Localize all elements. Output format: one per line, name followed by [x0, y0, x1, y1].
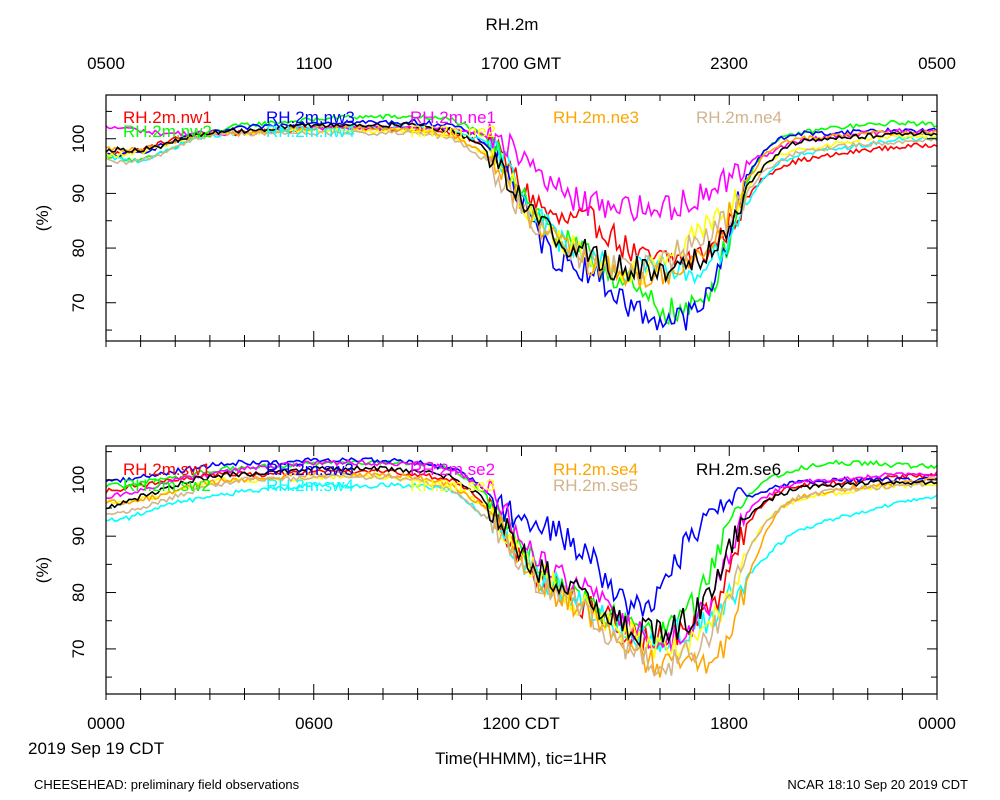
y-tick-label: 90: [69, 184, 88, 203]
bottom-axis-tick-label: 0600: [295, 714, 333, 733]
panel-bottom-series: [106, 457, 937, 678]
footer-left: CHEESEHEAD: preliminary field observatio…: [34, 777, 300, 792]
panel-top-ticks: 70 80 90 100: [69, 95, 938, 347]
top-axis-tick-label: 1700 GMT: [481, 54, 561, 73]
footer-right: NCAR 18:10 Sep 20 2019 CDT: [787, 777, 968, 792]
panel-top-frame: [105, 94, 938, 342]
y-tick-label: 100: [69, 125, 88, 153]
legend-entry-rh-2m-ne1: RH.2m.ne1: [410, 108, 496, 127]
y-tick-label: 100: [69, 466, 88, 494]
top-axis-tick-label: 1100: [296, 54, 333, 73]
bottom-axis-tick-label: 1800: [710, 714, 748, 733]
panel-bottom-ticks: 70 80 90 100: [69, 446, 938, 700]
bottom-axis-labels: 0000 0600 1200 CDT 1800 0000: [87, 714, 956, 733]
panel-bottom-ylabel: (%): [33, 557, 52, 583]
y-tick-label: 70: [69, 293, 88, 312]
legend-entry-rh-2m-sw1: RH.2m.sw1: [123, 460, 211, 479]
legend-entry-rh-2m-sw3: RH.2m.sw3: [266, 460, 354, 479]
legend-entry-rh-2m-sw4: RH.2m.sw4: [266, 476, 354, 495]
legend-entry-rh-2m-se4: RH.2m.se4: [553, 460, 638, 479]
series-line-rh-2m-se2: [106, 459, 937, 653]
panel-bottom-frame: [105, 445, 938, 695]
legend-entry-rh-2m-se5: RH.2m.se5: [553, 476, 638, 495]
y-tick-label: 90: [69, 527, 88, 546]
series-line-rh-2m-se5: [106, 473, 937, 678]
top-axis-tick-label: 0500: [918, 54, 956, 73]
series-line-rh-2m-sw2: [106, 459, 937, 650]
series-line-rh-2m-se4: [106, 470, 937, 678]
legend-entry-rh-2m-nw3: RH.2m.nw3: [266, 108, 355, 127]
top-axis-tick-label: 0500: [87, 54, 125, 73]
legend-entry-rh-2m-se3: RH.2m.se3: [410, 476, 495, 495]
panel-top-series: [106, 113, 937, 331]
series-line-rh-2m-se6: [106, 464, 937, 648]
series-line-rh-2m-avg: [106, 121, 937, 284]
legend-entry-rh-2m-sw2: RH.2m.sw2: [123, 476, 211, 495]
date-label: 2019 Sep 19 CDT: [28, 739, 164, 758]
panel-top-ylabel: (%): [33, 205, 52, 231]
bottom-axis-tick-label: 0000: [918, 714, 956, 733]
series-line-rh-2m-nw2: [106, 113, 937, 325]
legend-entry-rh-2m-ne4: RH.2m.ne4: [696, 108, 782, 127]
legend-entry-rh-2m-nw4: RH.2m.nw4: [266, 122, 355, 141]
legend-entry-rh-2m-se6: RH.2m.se6: [696, 460, 781, 479]
series-line-rh-2m-sw4: [106, 481, 937, 653]
bottom-axis-tick-label: 1200 CDT: [482, 714, 559, 733]
y-tick-label: 80: [69, 583, 88, 602]
y-tick-label: 80: [69, 239, 88, 258]
x-axis-label: Time(HHMM), tic=1HR: [435, 749, 607, 768]
series-line-rh-2m-se3: [106, 473, 937, 662]
legend-entry-rh-2m-nw1: RH.2m.nw1: [123, 108, 212, 127]
top-axis-tick-label: 2300: [710, 54, 748, 73]
legend-entry-rh-2m-nw2: RH.2m.nw2: [123, 122, 212, 141]
series-line-rh-2m-nw3: [106, 119, 937, 331]
bottom-axis-tick-label: 0000: [87, 714, 125, 733]
series-line-rh-2m-ne4: [106, 129, 937, 283]
legend-entry-rh-2m-se2: RH.2m.se2: [410, 460, 495, 479]
series-line-rh-2m-nw1: [106, 124, 937, 270]
legend-entry-rh-2m-ne3: RH.2m.ne3: [553, 108, 639, 127]
legend-entry-rh-2m-ne2: RH.2m.ne2: [410, 122, 496, 141]
top-axis-labels: 0500 1100 1700 GMT 2300 0500: [87, 54, 956, 73]
chart-title: RH.2m: [486, 15, 539, 34]
y-tick-label: 70: [69, 639, 88, 658]
series-line-rh-2m-sw3: [106, 457, 937, 618]
